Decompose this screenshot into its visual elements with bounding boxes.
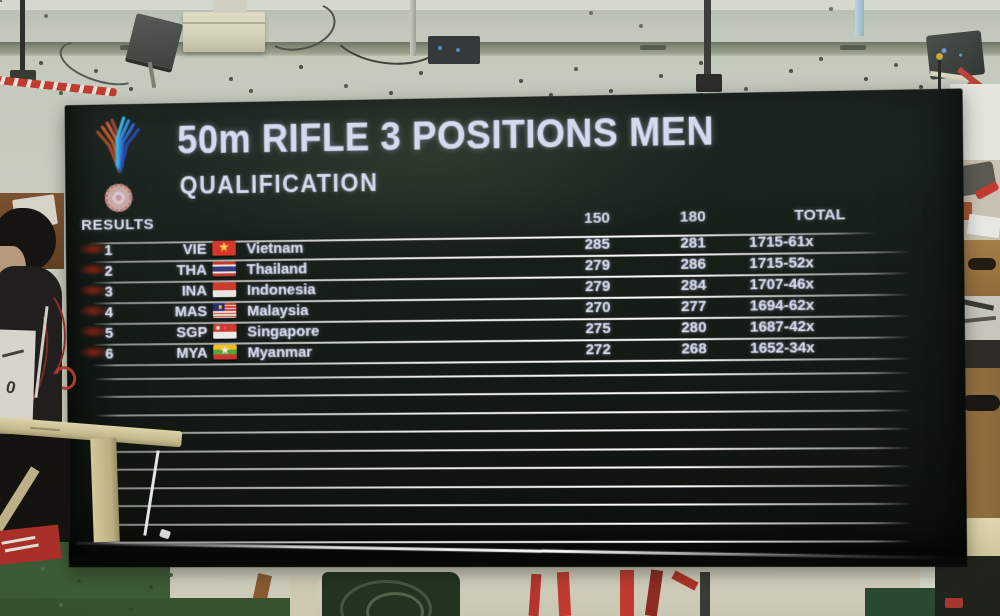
red-sign [0, 524, 62, 566]
noc-code: INA [181, 282, 207, 300]
scoreboard-screen: 50m RIFLE 3 POSITIONS MEN QUALIFICATION … [64, 88, 968, 568]
country-name: Indonesia [246, 281, 316, 299]
antenna [936, 53, 943, 90]
cabinet-slot [962, 395, 1000, 411]
column-header-150: 150 [583, 209, 611, 227]
red-chair-leg [620, 570, 634, 616]
score-150: 279 [584, 256, 611, 275]
monitor-led [438, 46, 442, 50]
vietnam-flag-icon [212, 240, 236, 256]
rank-number: 2 [104, 262, 113, 280]
empty-row-separator [94, 371, 912, 381]
empty-row-separator [95, 465, 913, 472]
blue-pipe [855, 0, 864, 36]
red-chair-leg [556, 571, 572, 616]
equipment-box [183, 12, 265, 52]
rank-number: 3 [104, 283, 113, 301]
noc-code: THA [176, 261, 207, 279]
dark-pole [704, 0, 711, 88]
singapore-flag-icon [213, 323, 237, 339]
wall-top-strip [0, 0, 1000, 10]
wall-pillar [213, 0, 247, 13]
wall-specks [0, 0, 2, 2]
score-150: 270 [585, 298, 611, 317]
score-150: 285 [584, 235, 610, 254]
railing-post [90, 437, 120, 543]
empty-row-separator [94, 390, 912, 399]
range-monitor [428, 36, 480, 64]
malaysia-flag-icon [212, 302, 237, 319]
light-pole [410, 0, 416, 56]
column-header-total: TOTAL [794, 206, 846, 225]
floor-strip [289, 577, 317, 616]
rail-segment [640, 45, 666, 50]
score-150: 279 [585, 277, 611, 296]
rank-number: 6 [105, 345, 114, 363]
sea-games-logo-icon [90, 116, 147, 180]
myanmar-flag-icon [213, 344, 237, 360]
total-score: 1694-62x [749, 296, 815, 315]
noc-code: SGP [176, 324, 208, 342]
total-score: 1715-52x [749, 254, 814, 273]
red-item [945, 598, 963, 608]
event-stage: QUALIFICATION [179, 169, 379, 200]
thailand-flag-icon [212, 261, 237, 277]
total-score: 1707-46x [749, 275, 815, 294]
country-name: Myanmar [247, 343, 313, 362]
empty-row-separator [95, 502, 913, 508]
noc-code: MYA [176, 344, 208, 362]
country-name: Malaysia [247, 302, 309, 320]
rail-segment [840, 45, 866, 50]
empty-row-separator [95, 484, 913, 490]
event-title: 50m RIFLE 3 POSITIONS MEN [177, 109, 715, 163]
country-name: Singapore [247, 322, 320, 341]
rank-number: 5 [104, 324, 114, 342]
shadow-area [0, 430, 70, 542]
country-name: Vietnam [246, 239, 304, 258]
dark-table-leg [700, 572, 710, 616]
green-carpet [0, 598, 290, 616]
country-name: Thailand [246, 260, 308, 279]
noc-code: VIE [182, 241, 207, 259]
empty-row-separator [94, 428, 913, 435]
empty-row-separator [94, 409, 913, 417]
sign-marks [1, 535, 36, 545]
empty-row-separator [94, 446, 913, 453]
paper-sheet [966, 213, 1000, 239]
pole-device [696, 74, 722, 92]
monitor-led [941, 47, 947, 54]
indonesia-flag-icon [212, 282, 237, 298]
rank-number: 4 [104, 304, 114, 322]
empty-row-separator [95, 521, 914, 526]
total-score: 1715-61x [749, 232, 814, 251]
total-score: 1687-42x [749, 317, 815, 336]
jacket-red-piping [4, 286, 66, 386]
noc-code: MAS [174, 303, 208, 321]
score-150: 275 [585, 319, 611, 338]
results-label: RESULTS [81, 216, 155, 234]
equipment-box-lid [183, 22, 265, 24]
rank-number: 1 [104, 242, 113, 260]
medal-icon [102, 181, 135, 215]
stand-pole [20, 0, 25, 78]
score-150: 272 [585, 341, 611, 359]
box-handle [968, 258, 996, 270]
screen-bezel [68, 554, 968, 568]
total-score: 1652-34x [750, 339, 815, 357]
equipment-chair [322, 572, 460, 616]
